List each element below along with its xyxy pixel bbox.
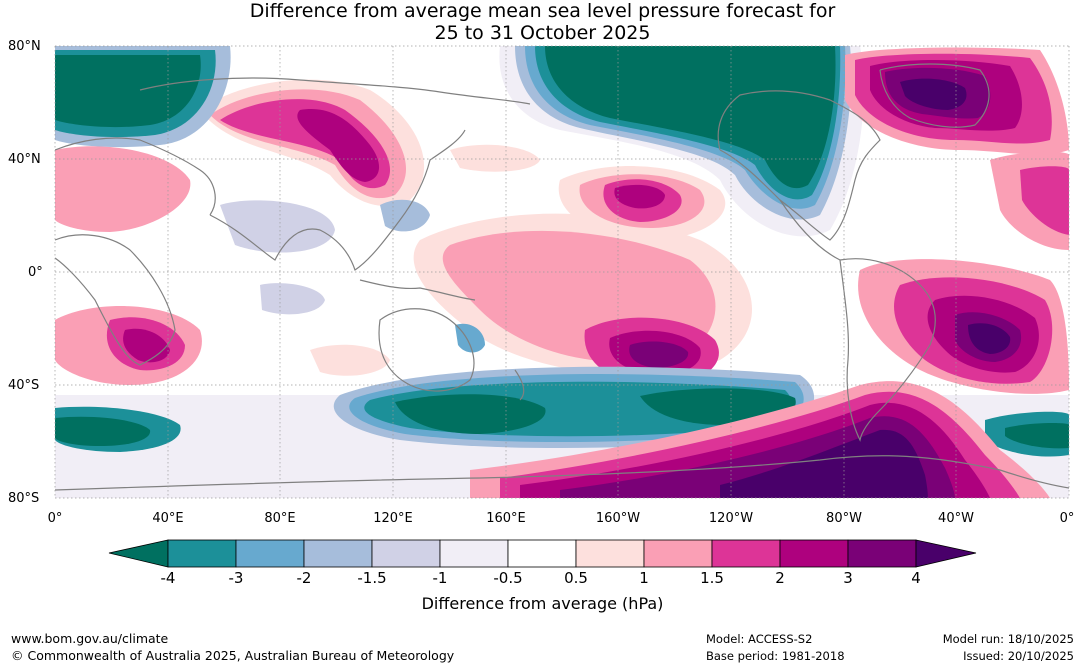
footer-copyright: © Commonwealth of Australia 2025, Austra… (11, 648, 455, 663)
footer-model-run: Model run: 18/10/2025 (942, 632, 1074, 646)
lon-label-80e: 80°E (264, 511, 296, 526)
colorbar-arrow-low (108, 539, 169, 568)
colorbar-tick: -4 (160, 569, 176, 587)
map-title-line-1: Difference from average mean sea level p… (249, 0, 836, 22)
neg2-zone-nz (455, 323, 485, 353)
colorbar-bin-neg1 (371, 539, 441, 568)
neg4-zone-europe (55, 55, 201, 128)
colorbar-tick: -1 (432, 569, 448, 587)
coast-asia (209, 129, 466, 271)
colorbar-tick: 3 (843, 569, 853, 587)
graticule (54, 45, 1070, 499)
pos1-zone-w-asia (55, 146, 191, 232)
lat-label-80n: 80°N (8, 39, 41, 54)
neg4-zone-west (55, 416, 151, 446)
coast-australia (378, 308, 475, 392)
colorbar-tick: -2 (296, 569, 312, 587)
colorbar-bin-neg15 (303, 539, 373, 568)
lat-label-equator: 0° (28, 265, 43, 280)
neg4-zone-east (1005, 423, 1069, 449)
pos05-zone-n-pacific (450, 144, 540, 172)
coast-north-america (717, 90, 881, 241)
coast-central-america (779, 199, 841, 261)
pos4-zone-greenland (900, 78, 967, 110)
lat-label-80s: 80°S (8, 491, 40, 506)
colorbar-tick: 0.5 (564, 569, 588, 587)
colorbar-bin-neg05 (439, 539, 509, 568)
colorbar-bin-pos2 (779, 539, 849, 568)
footer-base-period: Base period: 1981-2018 (706, 649, 845, 663)
neg15-zone-philippines (380, 199, 430, 232)
pos2-zone-asia (297, 109, 380, 182)
pressure-anomaly-map (54, 45, 1070, 499)
colorbar-tick: -1.5 (357, 569, 387, 587)
lat-label-40n: 40°N (8, 152, 41, 167)
colorbar-caption: Difference from average (hPa) (421, 594, 664, 613)
colorbar-tick: -0.5 (493, 569, 523, 587)
colorbar-bin-pos15 (711, 539, 781, 568)
coast-nz (514, 369, 525, 401)
coast-africa (55, 234, 176, 366)
lon-label-0-east: 0° (1059, 511, 1075, 526)
lon-label-120w: 120°W (708, 511, 754, 526)
colorbar-bin-pos1 (643, 539, 713, 568)
colorbar-bin-neg3 (167, 539, 237, 568)
colorbar-arrow-high (915, 539, 977, 568)
colorbar-tick: -3 (228, 569, 244, 587)
coast-indonesia (359, 279, 476, 301)
pos05-zone-aus (310, 344, 390, 376)
coast-europe (55, 137, 216, 216)
neg1-zone-s-indian (260, 283, 325, 315)
coast-russia-arctic (139, 77, 531, 105)
colorbar-bin-pos3 (847, 539, 917, 568)
map-title-line-2: 25 to 31 October 2025 (434, 22, 651, 44)
colorbar-tick: 2 (775, 569, 785, 587)
footer-website[interactable]: www.bom.gov.au/climate (11, 631, 169, 646)
colorbar-bin-pos05 (575, 539, 645, 568)
lon-label-160e: 160°E (486, 511, 526, 526)
lon-label-120e: 120°E (373, 511, 413, 526)
pos3-zone-spac (629, 341, 689, 368)
pos15-zone-atlantic-north (1020, 166, 1069, 235)
pos2-zone-npac (614, 184, 665, 209)
lat-label-40s: 40°S (8, 378, 40, 393)
colorbar-tick: 4 (911, 569, 921, 587)
colorbar-tick: 1.5 (700, 569, 724, 587)
lon-label-160w: 160°W (595, 511, 641, 526)
colorbar-bin-neg2 (235, 539, 305, 568)
lon-label-0: 0° (47, 511, 63, 526)
neg4-zone-namerica (545, 46, 836, 189)
coast-greenland (879, 63, 990, 128)
footer-model: Model: ACCESS-S2 (706, 632, 813, 646)
coast-south-america (839, 258, 936, 442)
pos4-zone-satlantic (968, 323, 1011, 354)
colorbar-bin-neutral (507, 539, 577, 568)
footer-issued: Issued: 20/10/2025 (963, 649, 1074, 663)
colorbar-tick: 1 (639, 569, 649, 587)
lon-label-80w: 80°W (826, 511, 862, 526)
lon-label-40e: 40°E (152, 511, 184, 526)
neg4-zone-s-indian (395, 394, 546, 434)
pos4-zone-antarctic (720, 429, 928, 498)
coastlines (55, 63, 1069, 491)
lon-label-40w: 40°W (938, 511, 974, 526)
anomaly-shading (55, 46, 1069, 498)
